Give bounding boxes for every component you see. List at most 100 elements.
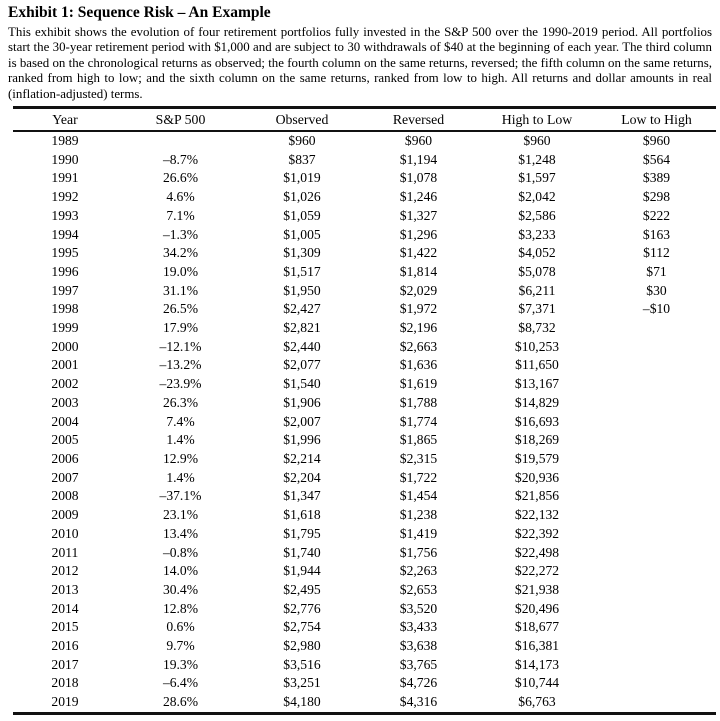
table-row: 2006 12.9% $2,214 $2,315 $19,579 bbox=[13, 450, 716, 469]
table-cell: 1.4% bbox=[166, 469, 195, 485]
table-cell: 23.1% bbox=[162, 507, 199, 523]
table-cell: $1,078 bbox=[399, 170, 438, 186]
table-cell: $163 bbox=[642, 226, 671, 242]
table-cell: –13.2% bbox=[159, 357, 202, 373]
table-header-row: Year S&P 500 Observed Reversed High to Low Lo… bbox=[13, 108, 716, 132]
table-cell: $10,253 bbox=[514, 338, 560, 354]
table-cell: $1,248 bbox=[518, 151, 556, 167]
table-cell: $1,618 bbox=[283, 507, 321, 523]
table-cell: 17.9% bbox=[162, 320, 199, 336]
table-cell bbox=[597, 618, 716, 637]
table-row: 1996 19.0% $1,517 $1,814 $5,078 $71 bbox=[13, 263, 716, 282]
table-cell: 31.1% bbox=[162, 282, 199, 298]
table-cell: 28.6% bbox=[162, 694, 199, 710]
table-cell: $960 bbox=[523, 133, 551, 149]
table-cell bbox=[597, 525, 716, 544]
table-cell: 2014 bbox=[51, 600, 79, 616]
table-cell: $2,653 bbox=[399, 581, 438, 597]
table-cell: 2008 bbox=[51, 488, 79, 504]
table-cell: $1,517 bbox=[283, 263, 321, 279]
table-row: 2010 13.4% $1,795 $1,419 $22,392 bbox=[13, 525, 716, 544]
table-row: 2003 26.3% $1,906 $1,788 $14,829 bbox=[13, 394, 716, 413]
table-cell: 30.4% bbox=[162, 581, 199, 597]
table-cell: –1.3% bbox=[162, 226, 199, 242]
table-cell: $1,774 bbox=[399, 413, 438, 429]
table-cell: $3,433 bbox=[399, 619, 438, 635]
table-cell bbox=[597, 356, 716, 375]
table-cell: $13,167 bbox=[514, 376, 560, 392]
table-cell: 12.8% bbox=[162, 600, 199, 616]
table-row: 1998 26.5% $2,427 $1,972 $7,371 –$10 bbox=[13, 300, 716, 319]
table-cell: 1994 bbox=[51, 226, 79, 242]
table-cell: 1993 bbox=[51, 207, 79, 223]
table-cell: $1,619 bbox=[399, 376, 438, 392]
table-cell bbox=[597, 431, 716, 450]
table-cell bbox=[597, 469, 716, 488]
table-cell: $2,663 bbox=[399, 338, 438, 354]
table-cell: $1,906 bbox=[283, 394, 321, 410]
table-cell: $1,454 bbox=[399, 488, 438, 504]
table-cell: $1,795 bbox=[283, 525, 321, 541]
table-cell: $3,516 bbox=[283, 656, 321, 672]
table-cell: $960 bbox=[288, 133, 316, 149]
table-cell: $1,246 bbox=[399, 189, 438, 205]
table-cell: 2013 bbox=[51, 581, 79, 597]
table-cell: $1,422 bbox=[399, 245, 438, 261]
table-cell: 26.3% bbox=[162, 394, 199, 410]
table-cell: $3,638 bbox=[399, 638, 438, 654]
table-cell: $1,540 bbox=[283, 376, 321, 392]
table-cell bbox=[597, 674, 716, 693]
table-cell: $22,392 bbox=[514, 525, 560, 541]
table-cell: 13.4% bbox=[162, 525, 199, 541]
table-cell bbox=[597, 656, 716, 675]
table-cell bbox=[597, 693, 716, 713]
table-cell: $18,677 bbox=[514, 619, 560, 635]
column-header: S&P 500 bbox=[155, 112, 206, 128]
table-cell: 1.4% bbox=[166, 432, 195, 448]
table-cell: $837 bbox=[288, 151, 316, 167]
column-header: Low to High bbox=[621, 112, 692, 128]
table-cell: 2017 bbox=[51, 656, 79, 672]
table-cell bbox=[597, 319, 716, 338]
table-cell: $2,042 bbox=[518, 189, 556, 205]
table-cell: $1,972 bbox=[399, 301, 438, 317]
table-cell: $2,495 bbox=[283, 581, 321, 597]
table-row: 2013 30.4% $2,495 $2,653 $21,938 bbox=[13, 581, 716, 600]
table-cell: 34.2% bbox=[162, 245, 199, 261]
table-cell: $3,233 bbox=[518, 226, 556, 242]
table-cell: –$10 bbox=[642, 301, 671, 317]
table-cell: $2,315 bbox=[399, 450, 438, 466]
table-cell: –0.8% bbox=[162, 544, 199, 560]
table-cell: $21,938 bbox=[514, 581, 560, 597]
table-cell: $1,636 bbox=[399, 357, 438, 373]
table-cell: $4,316 bbox=[399, 694, 438, 710]
table-cell: $1,788 bbox=[399, 394, 438, 410]
table-body: 1989 $960 $960 $960 $960 1990 –8.7% $837 $1,194 $… bbox=[13, 131, 716, 713]
column-header: Observed bbox=[275, 112, 329, 128]
table-cell: $10,744 bbox=[514, 675, 560, 691]
table-cell: 0.6% bbox=[166, 619, 195, 635]
table-row: 2017 19.3% $3,516 $3,765 $14,173 bbox=[13, 656, 716, 675]
table-cell: $1,756 bbox=[399, 544, 438, 560]
table-cell: $2,586 bbox=[518, 207, 556, 223]
table-cell: 1991 bbox=[51, 170, 79, 186]
table-cell: $1,814 bbox=[399, 263, 438, 279]
table-cell: $960 bbox=[404, 133, 433, 149]
table-cell: $20,496 bbox=[514, 600, 560, 616]
table-row: 2009 23.1% $1,618 $1,238 $22,132 bbox=[13, 506, 716, 525]
table-cell: –6.4% bbox=[162, 675, 199, 691]
table-cell: 1999 bbox=[51, 320, 79, 336]
table-cell: 2012 bbox=[51, 563, 79, 579]
table-cell bbox=[117, 131, 244, 151]
table-cell: $21,856 bbox=[514, 488, 560, 504]
table-cell: $222 bbox=[642, 207, 671, 223]
table-cell: $2,821 bbox=[283, 320, 321, 336]
table-cell: 2009 bbox=[51, 507, 79, 523]
sequence-risk-table: Year S&P 500 Observed Reversed High to Low Lo… bbox=[13, 106, 716, 715]
table-row: 1992 4.6% $1,026 $1,246 $2,042 $298 bbox=[13, 188, 716, 207]
table-cell: 26.5% bbox=[162, 301, 199, 317]
table-cell: $5,078 bbox=[518, 263, 556, 279]
table-cell: $6,763 bbox=[518, 694, 556, 710]
table-cell: $1,944 bbox=[283, 563, 321, 579]
table-cell: $7,371 bbox=[518, 301, 556, 317]
